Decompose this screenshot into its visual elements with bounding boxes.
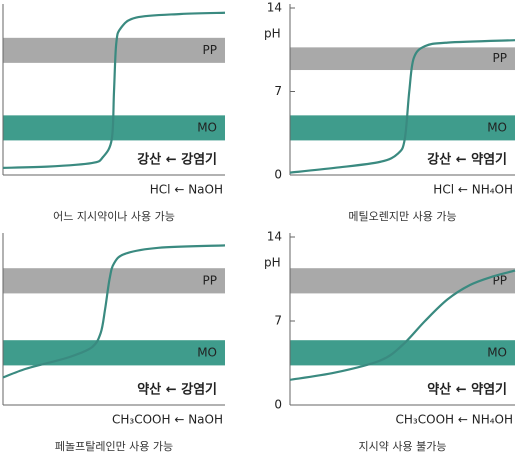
annotation: 약산 ← 약염기 (427, 382, 507, 398)
y-tick-label: 0 (274, 398, 282, 412)
caption: 지시약 사용 불가능 (359, 439, 447, 453)
band-label: MO (487, 345, 507, 359)
band-label: PP (203, 43, 217, 57)
y-tick-label: 7 (274, 314, 282, 328)
indicator-band (3, 340, 225, 366)
band-label: PP (493, 273, 507, 287)
annotation: 강산 ← 강염기 (137, 152, 217, 168)
indicator-band (3, 37, 225, 63)
y-axis-label: pH (264, 256, 281, 270)
y-tick-label: 14 (267, 230, 282, 244)
indicator-band (290, 115, 515, 141)
annotation: 강산 ← 약염기 (427, 152, 507, 168)
y-tick-label: 14 (267, 1, 282, 15)
formula: CH₃COOH ← NaOH (112, 413, 223, 427)
formula: CH₃COOH ← NH₄OH (396, 413, 513, 427)
caption: 페놀프탈레인만 사용 가능 (55, 440, 173, 453)
indicator-band (3, 268, 225, 294)
formula: HCl ← NH₄OH (433, 183, 513, 197)
band-label: MO (197, 120, 217, 134)
band-label: MO (197, 345, 217, 359)
titration-curve (2, 11, 226, 169)
annotation: 약산 ← 강염기 (137, 382, 217, 398)
band-label: PP (203, 273, 217, 287)
band-label: MO (487, 120, 507, 134)
caption: 어느 지시약이나 사용 가능 (53, 209, 175, 223)
titration-curve (289, 39, 516, 174)
y-tick-label: 7 (274, 84, 282, 98)
caption: 메틸오렌지만 사용 가능 (348, 210, 456, 223)
formula: HCl ← NaOH (150, 183, 223, 197)
indicator-band (290, 47, 515, 71)
y-axis-label: pH (264, 27, 281, 41)
y-tick-label: 0 (274, 168, 282, 182)
titration-curve (2, 244, 226, 379)
titration-curve (289, 269, 516, 381)
band-label: PP (493, 51, 507, 65)
